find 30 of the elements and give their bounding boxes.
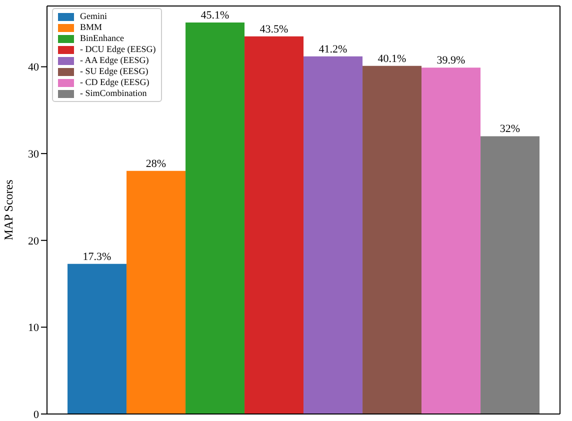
bar	[126, 170, 186, 414]
legend-label: - SimCombination	[80, 88, 147, 99]
bar	[186, 22, 245, 414]
y-tick-label: 30	[28, 148, 40, 160]
legend-label: Gemini	[80, 11, 107, 22]
legend-label: BMM	[80, 22, 102, 33]
data-label: 28%	[146, 158, 166, 170]
data-label: 45.1%	[200, 9, 230, 22]
y-tick-label: 0	[34, 408, 40, 421]
data-label: 32%	[500, 123, 520, 136]
legend-label: - DCU Edge (EESG)	[80, 44, 156, 55]
y-axis-title: MAP Scores	[1, 179, 16, 240]
data-label: 41.2%	[318, 43, 348, 56]
bar	[304, 56, 363, 414]
data-label: 17.3%	[82, 250, 112, 263]
bar	[244, 36, 304, 414]
y-tick-label: 20	[28, 235, 40, 248]
data-label: 43.5%	[260, 23, 288, 36]
bar	[480, 136, 540, 414]
bar	[68, 264, 127, 414]
data-label: 39.9%	[436, 54, 466, 67]
legend-label: - CD Edge (EESG)	[80, 77, 150, 88]
legend-label: BinEnhance	[80, 33, 124, 44]
legend-label: - AA Edge (EESG)	[80, 55, 149, 66]
y-tick-label: 40	[28, 62, 40, 74]
legend-label: - SU Edge (EESG)	[80, 66, 148, 77]
bar	[422, 68, 481, 414]
bar	[362, 66, 422, 414]
data-label: 40.1%	[378, 52, 406, 65]
y-tick-label: 10	[28, 322, 40, 334]
